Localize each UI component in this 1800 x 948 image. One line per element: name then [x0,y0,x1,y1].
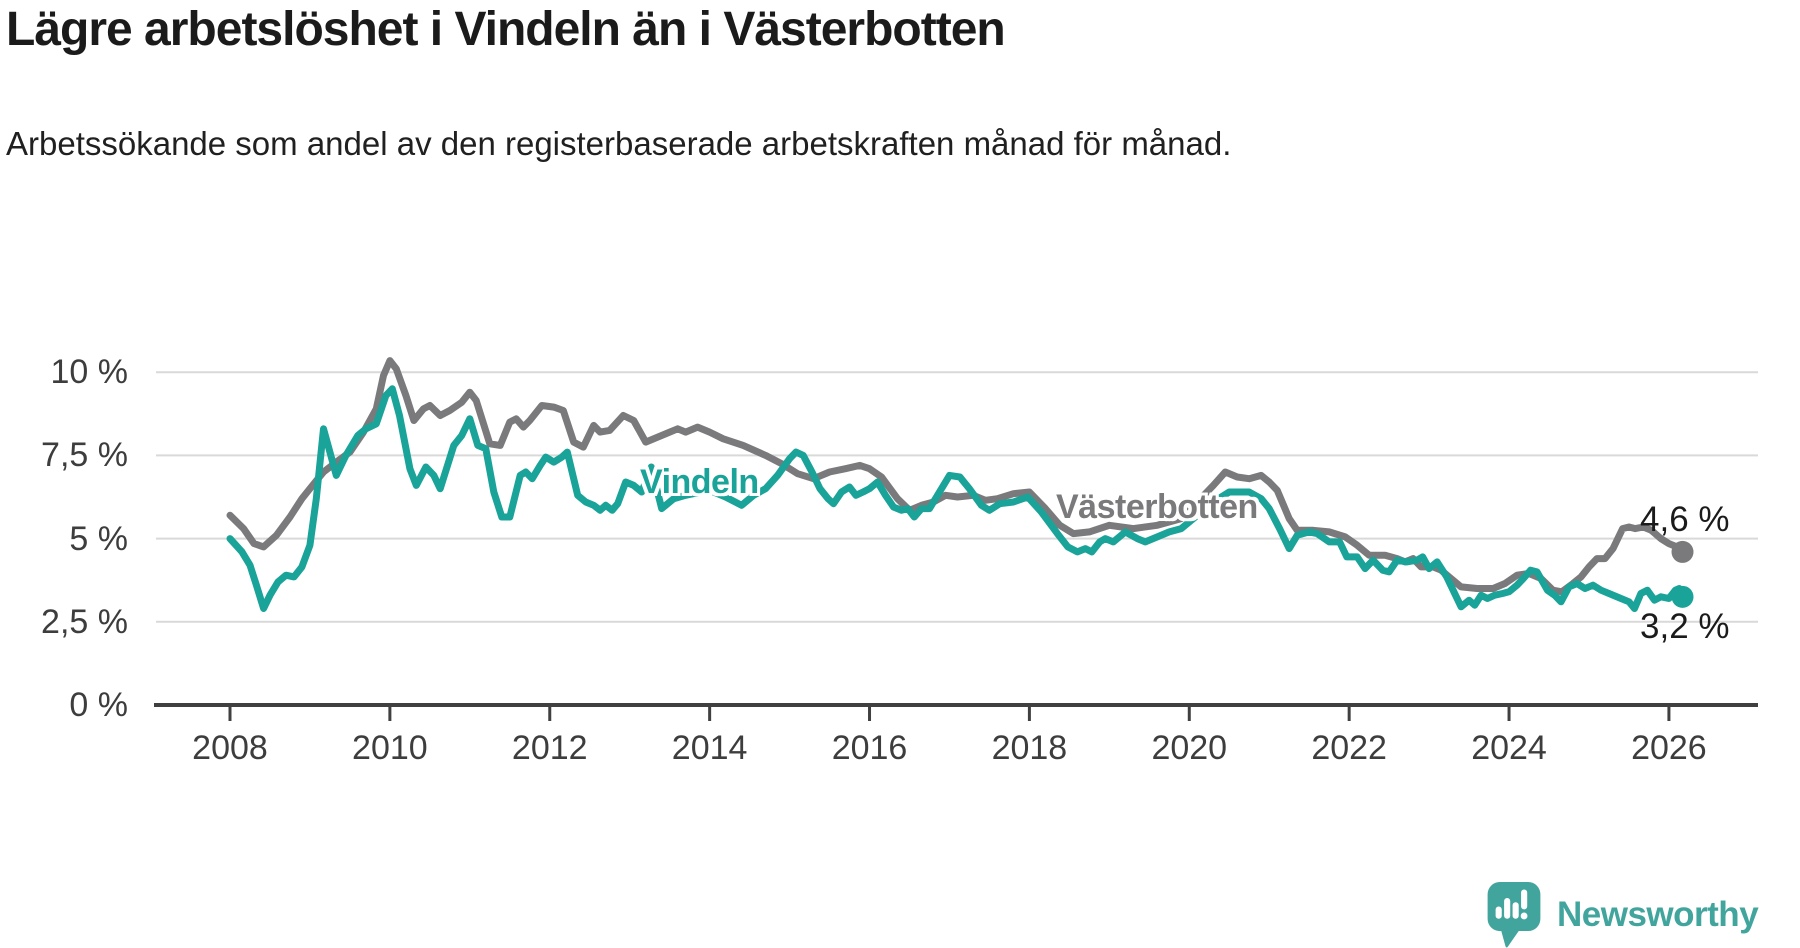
x-tick-label: 2024 [1471,729,1547,767]
page-title: Lägre arbetslöshet i Vindeln än i Väster… [6,3,1006,56]
x-tick-label: 2018 [991,729,1068,767]
series-line-vindeln [226,385,1686,612]
y-tick-label: 2,5 % [41,602,128,641]
x-tick-label: 2010 [352,729,428,767]
x-tick-label: 2012 [511,729,588,767]
y-tick-label: 10 % [50,353,129,392]
end-dot-västerbotten [1671,540,1694,563]
x-tick-label: 2008 [192,729,268,767]
newsworthy-icon [1487,882,1541,948]
x-tick-label: 2020 [1151,729,1228,767]
x-tick-label: 2026 [1631,729,1707,767]
y-tick-label: 0 % [69,686,128,724]
x-tick-label: 2022 [1311,729,1387,767]
newsworthy-wordmark: Newsworthy [1557,895,1759,934]
end-value-label-vasterbotten: 4,6 % [1640,500,1730,539]
x-tick-label: 2014 [671,729,748,767]
end-dot-vindeln [1671,585,1694,608]
chart-subtitle: Arbetssökande som andel av den registerb… [6,125,1232,162]
end-value-label-vindeln: 3,2 % [1640,607,1730,646]
y-tick-label: 5 % [69,519,128,558]
x-tick-label: 2016 [831,729,908,767]
y-tick-label: 7,5 % [41,436,128,475]
newsworthy-logo: Newsworthy [1487,882,1759,948]
series-label-vindeln: Vindeln [640,463,759,501]
series-label-vasterbotten: Västerbotten [1056,488,1258,526]
